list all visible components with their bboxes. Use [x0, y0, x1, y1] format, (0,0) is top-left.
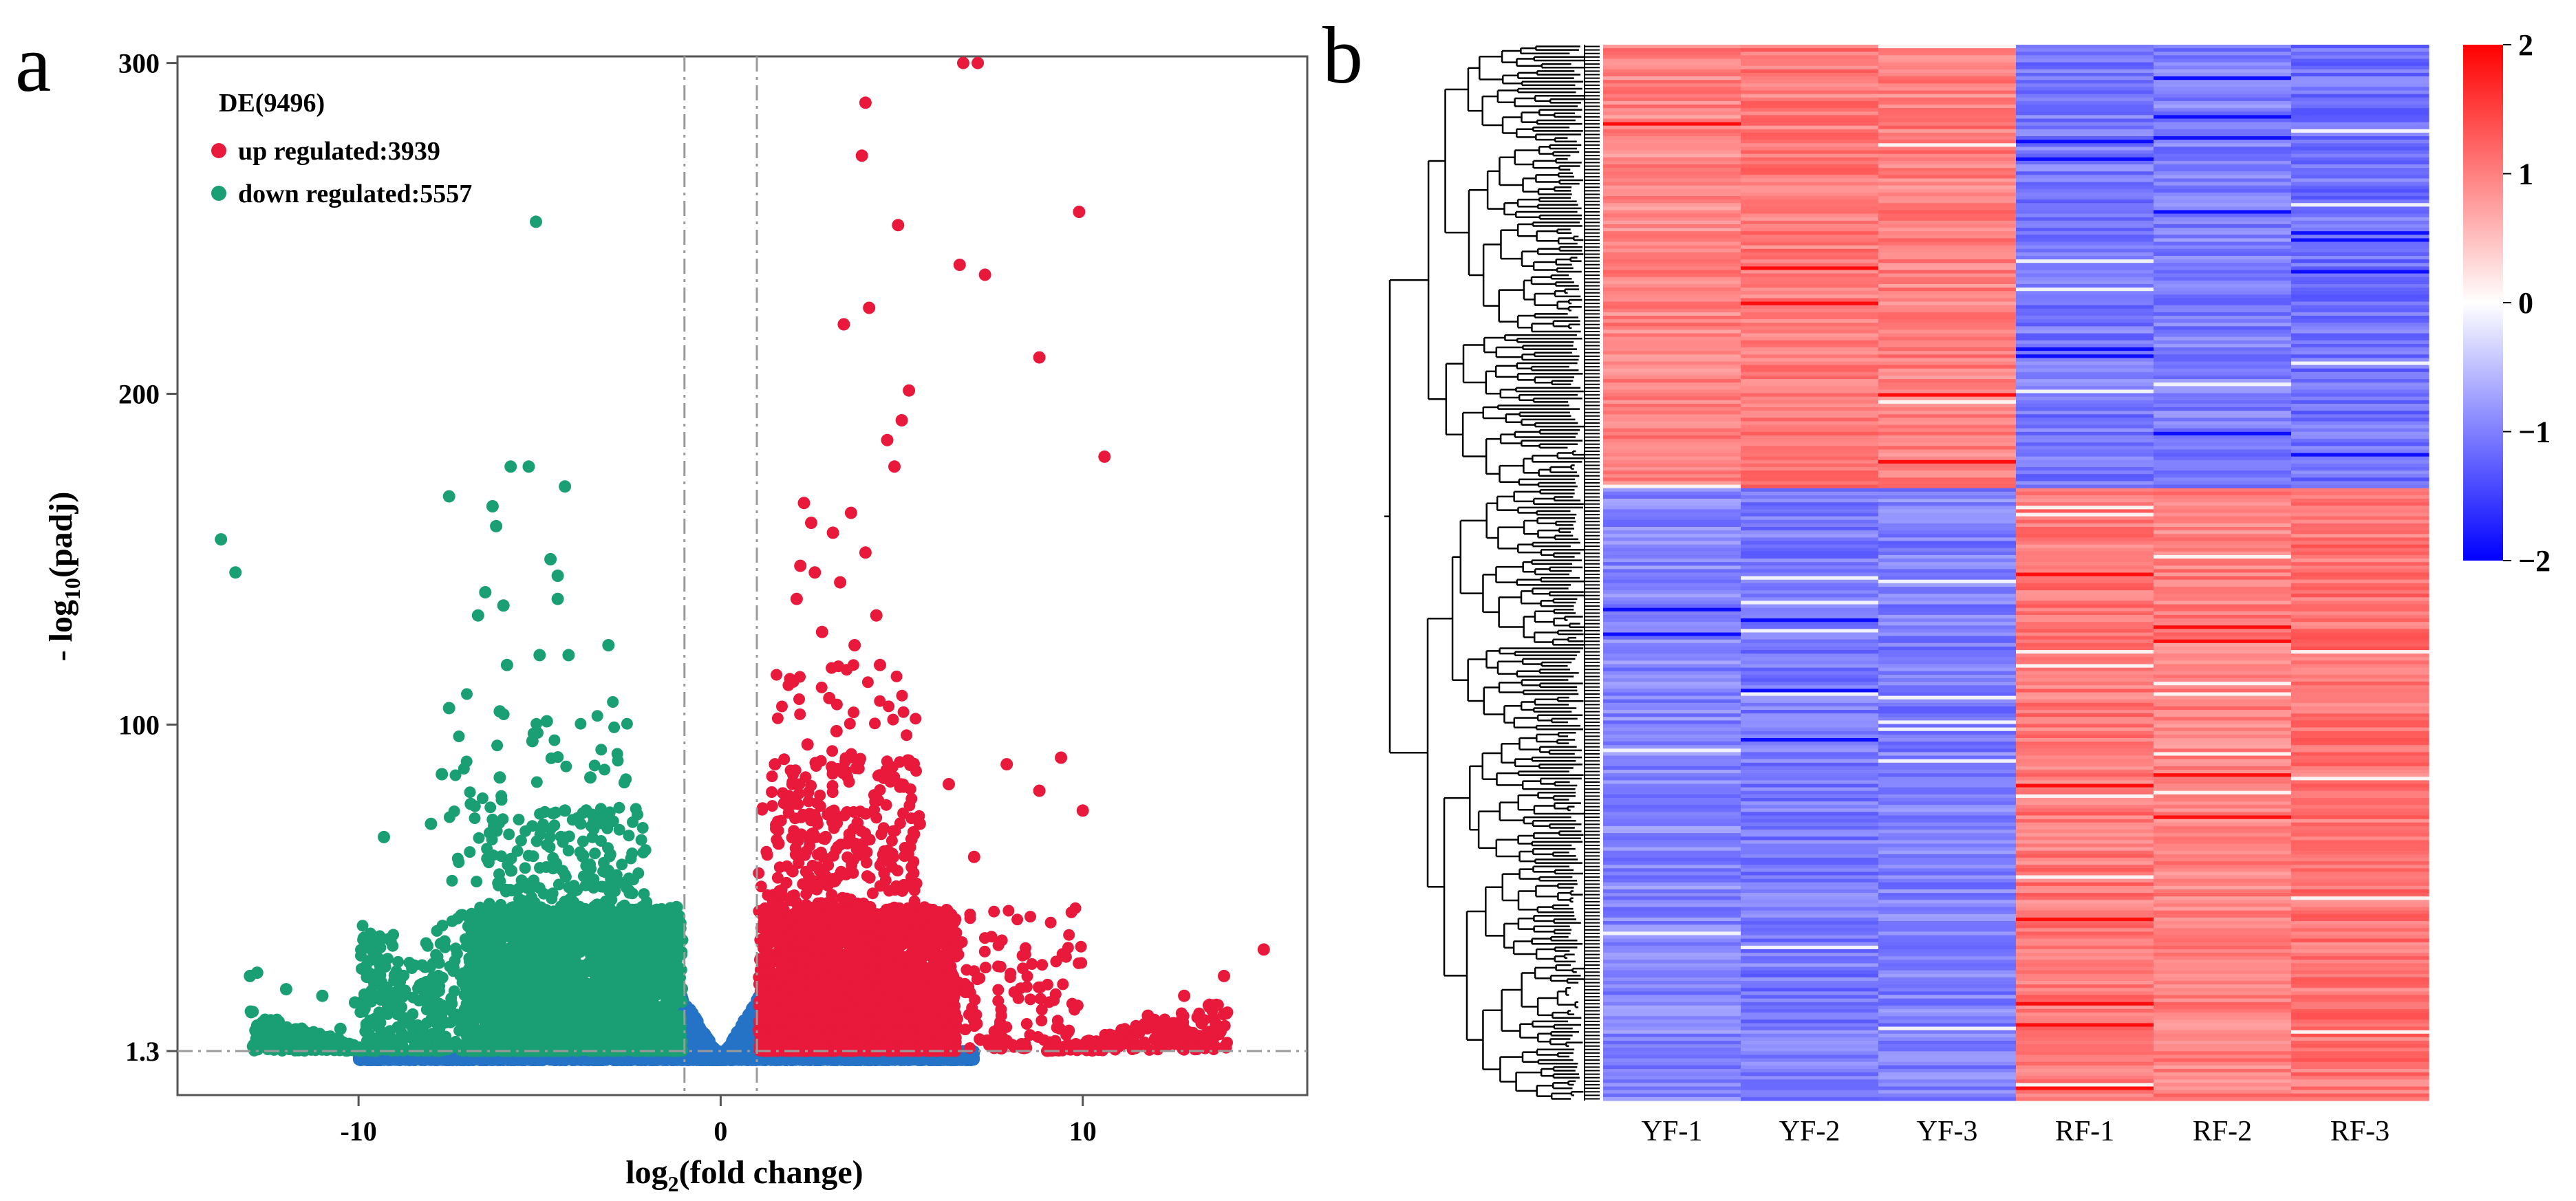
- data-point-ns: [738, 1034, 751, 1046]
- data-point-ns: [742, 1020, 753, 1032]
- panel-label-a: a: [15, 19, 51, 109]
- data-point-ns: [696, 1026, 708, 1038]
- data-point-ns: [685, 1015, 698, 1028]
- plot-frame: [176, 55, 1309, 1096]
